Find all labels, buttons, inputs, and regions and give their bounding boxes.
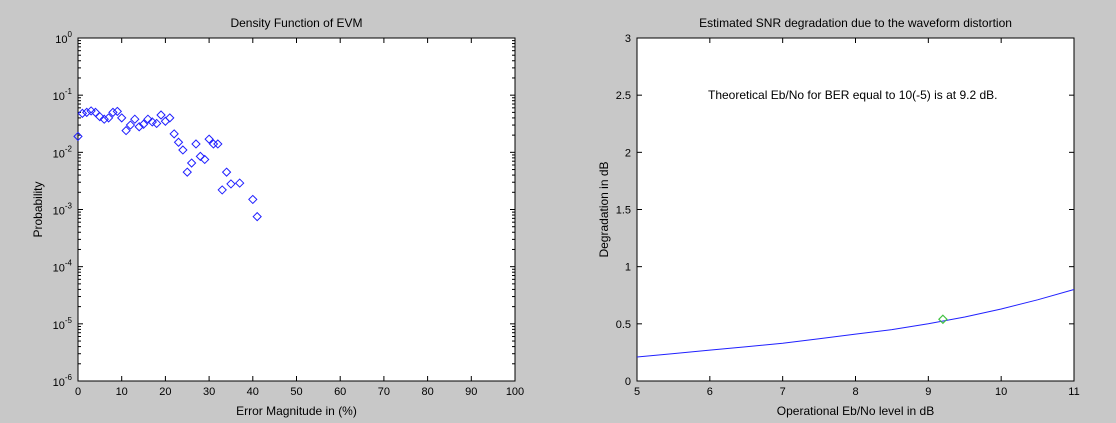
evm-data-point <box>73 131 83 142</box>
evm-data-point <box>173 137 184 147</box>
evm-data-point <box>112 106 123 117</box>
y-tick-label: 2 <box>625 147 631 159</box>
snr-annotation: Theoretical Eb/No for BER equal to 10(-5… <box>708 88 997 102</box>
y-tick-label: 0.5 <box>616 319 631 331</box>
evm-data-point <box>169 129 179 139</box>
evm-data-point <box>156 110 166 120</box>
evm-data-point <box>200 154 210 165</box>
evm-plot-area <box>77 37 516 382</box>
evm-data-points <box>73 106 262 222</box>
x-tick-label: 80 <box>421 386 433 398</box>
evm-data-point <box>138 119 149 129</box>
y-tick-label: 10-1 <box>53 87 73 103</box>
evm-data-point <box>130 114 140 124</box>
y-tick-label: 100 <box>55 30 72 46</box>
evm-data-point <box>186 158 197 168</box>
x-tick-label: 9 <box>925 386 931 398</box>
evm-data-point <box>221 167 232 177</box>
x-tick-label: 60 <box>334 386 346 398</box>
snr-y-axis-label: Degradation in dB <box>597 161 611 257</box>
evm-data-point <box>77 108 88 119</box>
evm-data-point <box>252 211 262 222</box>
x-tick-label: 11 <box>1068 386 1079 398</box>
snr-chart-title: Estimated SNR degradation due to the wav… <box>699 16 1012 30</box>
evm-data-point <box>217 185 227 195</box>
x-tick-label: 30 <box>203 386 215 398</box>
x-tick-label: 5 <box>634 386 640 398</box>
operating-point-marker <box>938 314 948 325</box>
evm-data-point <box>103 113 114 123</box>
x-tick-label: 7 <box>780 386 786 398</box>
evm-data-point <box>125 120 136 130</box>
evm-data-point <box>234 178 245 188</box>
y-tick-label: 1.5 <box>616 205 631 217</box>
y-tick-label: 10-6 <box>53 373 73 389</box>
evm-data-point <box>99 114 109 124</box>
evm-data-point <box>226 179 236 189</box>
x-tick-label: 0 <box>75 386 81 398</box>
evm-data-point <box>143 114 153 124</box>
y-tick-label: 10-4 <box>53 259 73 275</box>
y-tick-label: 2.5 <box>616 90 631 102</box>
snr-x-axis-label: Operational Eb/No level in dB <box>777 404 934 418</box>
x-tick-label: 40 <box>247 386 259 398</box>
y-tick-label: 10-5 <box>53 316 73 332</box>
evm-axis-ticks: 0 10 20 30 40 50 60 70 80 90 100 10-6 10-5 10-4 10-3 10… <box>53 30 525 398</box>
evm-data-point <box>191 139 201 149</box>
evm-y-axis-label: Probability <box>31 181 45 237</box>
y-tick-label: 1 <box>625 262 631 274</box>
evm-data-point <box>108 107 118 118</box>
x-tick-label: 6 <box>707 386 713 398</box>
x-tick-label: 8 <box>852 386 858 398</box>
evm-data-point <box>182 167 192 177</box>
snr-operating-point <box>938 314 948 325</box>
evm-data-point <box>151 118 162 129</box>
evm-data-point <box>165 113 175 123</box>
y-tick-label: 10-2 <box>53 144 73 160</box>
x-tick-label: 90 <box>465 386 477 398</box>
evm-data-point <box>208 139 219 149</box>
evm-data-point <box>95 111 105 122</box>
x-tick-label: 20 <box>159 386 171 398</box>
evm-data-point <box>134 122 144 132</box>
evm-data-point <box>82 107 92 118</box>
y-tick-label: 3 <box>625 33 631 45</box>
evm-density-chart: Density Function of EVM Error Magnitude … <box>31 16 524 418</box>
evm-data-point <box>121 125 131 136</box>
x-tick-label: 50 <box>290 386 302 398</box>
x-tick-label: 100 <box>506 386 524 398</box>
snr-axis-ticks: 5 6 7 8 9 10 11 0 0.5 1 1.5 2 2.5 3 <box>616 33 1080 398</box>
x-tick-label: 10 <box>995 386 1007 398</box>
y-tick-label: 10-3 <box>53 202 73 218</box>
evm-data-point <box>195 151 206 162</box>
x-tick-label: 10 <box>116 386 128 398</box>
snr-degradation-chart: Estimated SNR degradation due to the wav… <box>597 16 1080 418</box>
evm-data-point <box>204 134 214 144</box>
evm-chart-title: Density Function of EVM <box>230 16 362 30</box>
evm-data-point <box>213 139 223 149</box>
snr-plot-area <box>636 37 1075 382</box>
snr-degradation-line <box>636 289 1075 358</box>
evm-data-point <box>248 194 258 205</box>
y-tick-label: 0 <box>625 376 631 388</box>
evm-data-point <box>178 145 188 155</box>
evm-data-point <box>116 113 127 123</box>
x-tick-label: 70 <box>378 386 390 398</box>
evm-x-axis-label: Error Magnitude in (%) <box>236 404 357 418</box>
